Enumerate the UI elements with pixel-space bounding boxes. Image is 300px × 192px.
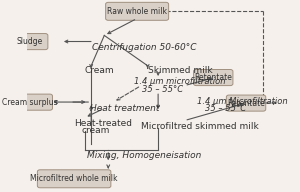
Text: Cream surplus: Cream surplus (2, 98, 57, 107)
FancyBboxPatch shape (38, 170, 111, 188)
FancyBboxPatch shape (106, 2, 169, 20)
Text: Heat-treated: Heat-treated (74, 119, 132, 128)
Text: Centrifugation 50-60°C: Centrifugation 50-60°C (92, 43, 197, 52)
Text: 1.4 μm Microfiltration: 1.4 μm Microfiltration (197, 97, 288, 106)
FancyBboxPatch shape (194, 70, 233, 86)
FancyBboxPatch shape (226, 95, 266, 111)
Text: Raw whole milk: Raw whole milk (107, 7, 167, 16)
Text: Retentate: Retentate (227, 99, 265, 108)
FancyBboxPatch shape (7, 94, 52, 110)
Text: Sludge: Sludge (16, 37, 43, 46)
Text: 35 – 55°C: 35 – 55°C (206, 104, 247, 113)
Text: Mixing, Homogeneisation: Mixing, Homogeneisation (87, 151, 202, 160)
Text: Retentate: Retentate (194, 73, 232, 82)
Text: cream: cream (82, 126, 110, 135)
Text: Cream: Cream (85, 66, 114, 75)
Text: Skimmed milk: Skimmed milk (148, 66, 212, 75)
Text: Heat treatment: Heat treatment (90, 104, 159, 113)
Text: Microfiltred skimmed milk: Microfiltred skimmed milk (141, 122, 259, 131)
FancyBboxPatch shape (11, 34, 48, 50)
Text: 35 – 55°C: 35 – 55°C (142, 85, 184, 94)
Text: 1.4 μm microfiltration: 1.4 μm microfiltration (134, 77, 226, 86)
Text: Microfiltred whole milk: Microfiltred whole milk (30, 174, 118, 183)
